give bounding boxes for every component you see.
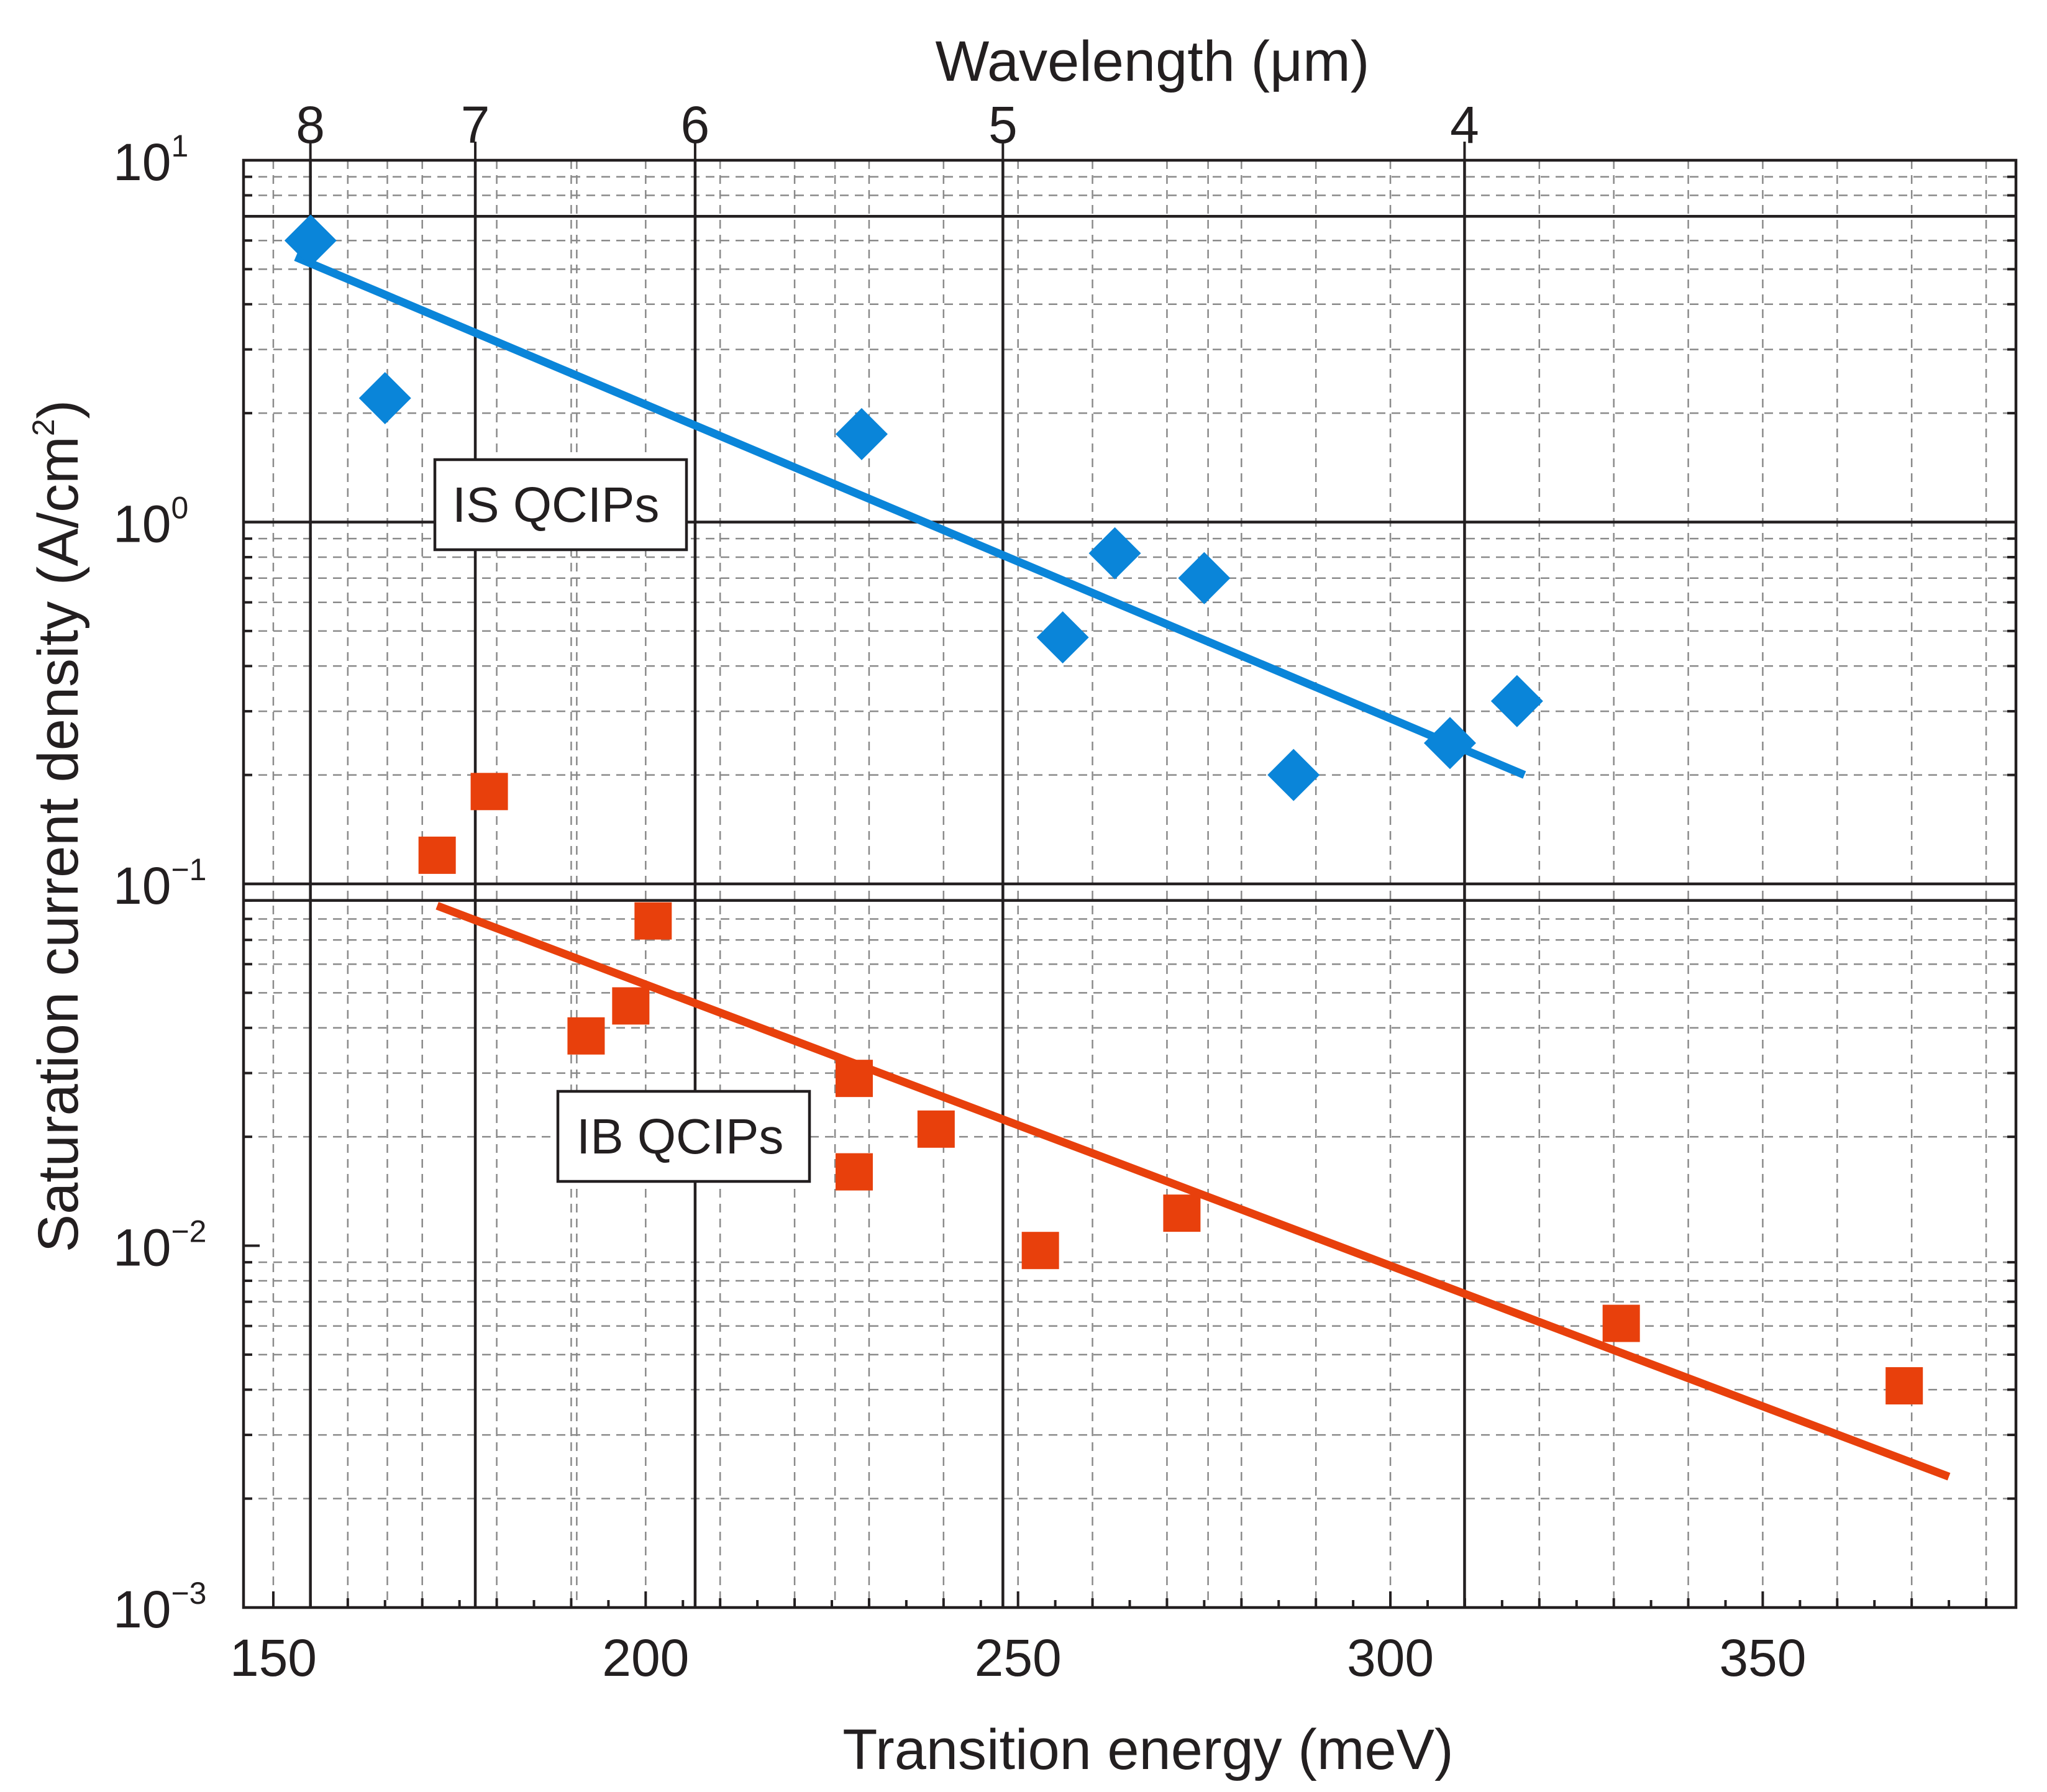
is-qcips-point	[1088, 527, 1141, 580]
x-tick-label: 300	[1347, 1629, 1434, 1687]
ib-qcips-point	[470, 773, 508, 811]
ib-qcips-point	[612, 987, 650, 1025]
ib-qcips-point	[418, 836, 456, 874]
y-tick-exponent: 1	[171, 129, 188, 163]
is-qcips-point	[1036, 611, 1089, 664]
y-tick-exponent: −1	[171, 852, 206, 887]
ib-qcips-point	[917, 1110, 955, 1148]
is-qcips-point	[1490, 675, 1543, 727]
is-qcips-point	[1423, 717, 1476, 770]
ib-qcips-label: IB QCIPs	[577, 1109, 783, 1164]
ib-qcips-fit-line	[435, 902, 1951, 1481]
y-tick-exponent: −3	[171, 1576, 206, 1611]
ib-qcips-point	[1885, 1367, 1923, 1405]
y-tick-base: 10	[113, 1580, 171, 1639]
y-axis-title-text: Saturation current density (A/cm	[27, 436, 90, 1252]
wavelength-tick-label: 7	[461, 96, 490, 154]
y-tick-label: 10−3	[113, 1576, 206, 1639]
wavelength-tick-label: 5	[988, 96, 1018, 154]
ib-qcips-box	[556, 1089, 811, 1183]
y-tick-base: 10	[113, 133, 171, 191]
y-axis-title-superscript: 2	[26, 419, 61, 436]
x-tick-label: 350	[1719, 1629, 1806, 1687]
is-qcips-label: IS QCIPs	[452, 477, 659, 532]
ib-qcips-point	[835, 1153, 873, 1191]
wavelength-tick-label: 4	[1450, 96, 1479, 154]
y-tick-label: 10−2	[113, 1214, 206, 1277]
is-qcips-fit-line	[294, 253, 1526, 779]
ib-qcips-point	[634, 902, 672, 940]
y-tick-exponent: −2	[171, 1214, 206, 1249]
x-tick-label: 150	[230, 1629, 317, 1687]
is-qcips-point	[358, 372, 411, 425]
ib-qcips-point	[1602, 1304, 1640, 1342]
is-qcips-point	[1178, 552, 1231, 604]
wavelength-tick-label: 8	[296, 96, 325, 154]
x-tick-label: 250	[975, 1629, 1062, 1687]
ib-qcips-point	[835, 1060, 873, 1098]
y-tick-label: 10−1	[113, 852, 206, 915]
y-axis-title: Saturation current density (A/cm2)	[26, 400, 90, 1253]
y-tick-label: 101	[113, 129, 188, 191]
y-axis-title-close: )	[27, 400, 90, 419]
y-tick-base: 10	[113, 1219, 171, 1277]
ib-qcips-label-box: IB QCIPs	[556, 1089, 811, 1183]
y-tick-label: 100	[113, 491, 188, 553]
fit-lines	[294, 253, 1951, 1481]
wavelength-tick-label: 6	[681, 96, 710, 154]
x-axis-title: Transition energy (meV)	[842, 1718, 1453, 1781]
y-tick-base: 10	[113, 495, 171, 553]
y-tick-exponent: 0	[171, 491, 188, 525]
is-qcips-point	[1267, 748, 1320, 801]
axis-ticks	[244, 142, 2016, 1609]
ib-qcips-point	[1163, 1194, 1201, 1232]
is-qcips-point	[284, 214, 337, 267]
is-qcips-label-box: IS QCIPs	[433, 458, 688, 552]
ib-qcips-point	[567, 1017, 605, 1055]
data-markers	[284, 214, 1923, 1405]
is-qcips-box	[433, 458, 688, 552]
y-tick-base: 10	[113, 857, 171, 915]
is-qcips-point	[835, 407, 888, 460]
x-tick-label: 200	[602, 1629, 689, 1687]
top-axis-title: Wavelength (μm)	[936, 30, 1370, 93]
ib-qcips-point	[1021, 1232, 1059, 1270]
